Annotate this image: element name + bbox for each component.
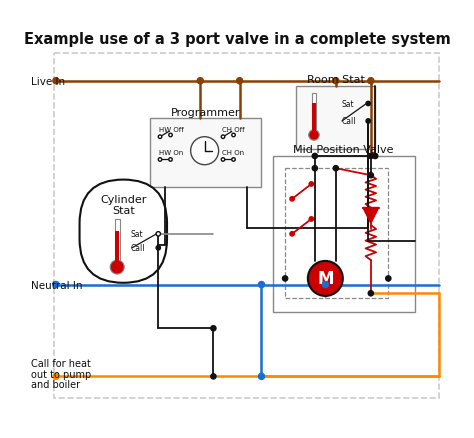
Text: CH Off: CH Off: [222, 127, 245, 133]
Circle shape: [156, 232, 161, 237]
Circle shape: [368, 154, 374, 159]
Circle shape: [312, 154, 318, 159]
Text: Example use of a 3 port valve in a complete system: Example use of a 3 port valve in a compl…: [24, 32, 450, 47]
FancyBboxPatch shape: [80, 180, 167, 283]
Circle shape: [191, 138, 219, 165]
Circle shape: [237, 78, 243, 85]
Text: and boiler: and boiler: [31, 379, 81, 389]
Circle shape: [373, 154, 378, 159]
Circle shape: [53, 78, 59, 85]
Circle shape: [258, 374, 264, 380]
Text: Cylinder: Cylinder: [100, 194, 146, 205]
Circle shape: [232, 134, 235, 138]
Circle shape: [221, 159, 225, 162]
Text: Room Stat: Room Stat: [307, 75, 365, 85]
Circle shape: [366, 102, 370, 106]
Bar: [54, 53, 439, 398]
Circle shape: [308, 261, 343, 296]
Text: HW On: HW On: [159, 149, 183, 155]
Text: Call: Call: [130, 244, 145, 253]
Text: out to pump: out to pump: [31, 369, 91, 379]
Text: M: M: [317, 270, 334, 288]
Circle shape: [156, 246, 161, 251]
Bar: [115, 231, 119, 268]
Circle shape: [283, 276, 288, 281]
Circle shape: [211, 326, 216, 331]
Text: CH On: CH On: [222, 149, 244, 155]
Text: Call for heat: Call for heat: [31, 358, 91, 368]
Text: Mid Position Valve: Mid Position Valve: [293, 145, 394, 155]
Bar: [312, 94, 316, 136]
Circle shape: [333, 166, 338, 171]
Circle shape: [197, 78, 203, 85]
Text: Call: Call: [342, 117, 356, 126]
Circle shape: [169, 159, 172, 162]
Text: Sat: Sat: [342, 100, 355, 109]
Bar: [312, 104, 316, 136]
Polygon shape: [363, 208, 379, 224]
Circle shape: [158, 159, 162, 162]
Circle shape: [312, 166, 318, 171]
Text: Stat: Stat: [112, 206, 135, 215]
Circle shape: [309, 131, 319, 141]
Circle shape: [221, 136, 225, 139]
Bar: [150, 119, 261, 187]
Circle shape: [368, 173, 374, 178]
Bar: [273, 157, 415, 312]
Circle shape: [258, 282, 264, 288]
Bar: [115, 219, 120, 268]
Circle shape: [169, 134, 172, 138]
Bar: [296, 87, 375, 150]
Circle shape: [368, 78, 374, 85]
Text: HW Off: HW Off: [159, 127, 184, 133]
Text: Neutral In: Neutral In: [31, 280, 83, 290]
Circle shape: [290, 197, 294, 201]
Circle shape: [110, 261, 124, 275]
Circle shape: [386, 276, 391, 281]
Circle shape: [309, 182, 313, 187]
Text: Programmer: Programmer: [171, 108, 240, 118]
Circle shape: [368, 291, 374, 296]
Circle shape: [333, 78, 339, 85]
Circle shape: [53, 282, 59, 288]
Circle shape: [53, 374, 59, 380]
Text: Live In: Live In: [31, 77, 65, 87]
Circle shape: [366, 120, 370, 124]
Circle shape: [322, 282, 328, 288]
Circle shape: [290, 232, 294, 237]
Circle shape: [309, 217, 313, 222]
Circle shape: [232, 159, 235, 162]
Text: Sat: Sat: [130, 230, 143, 239]
Circle shape: [211, 374, 216, 379]
Bar: [285, 169, 388, 298]
Circle shape: [158, 136, 162, 139]
